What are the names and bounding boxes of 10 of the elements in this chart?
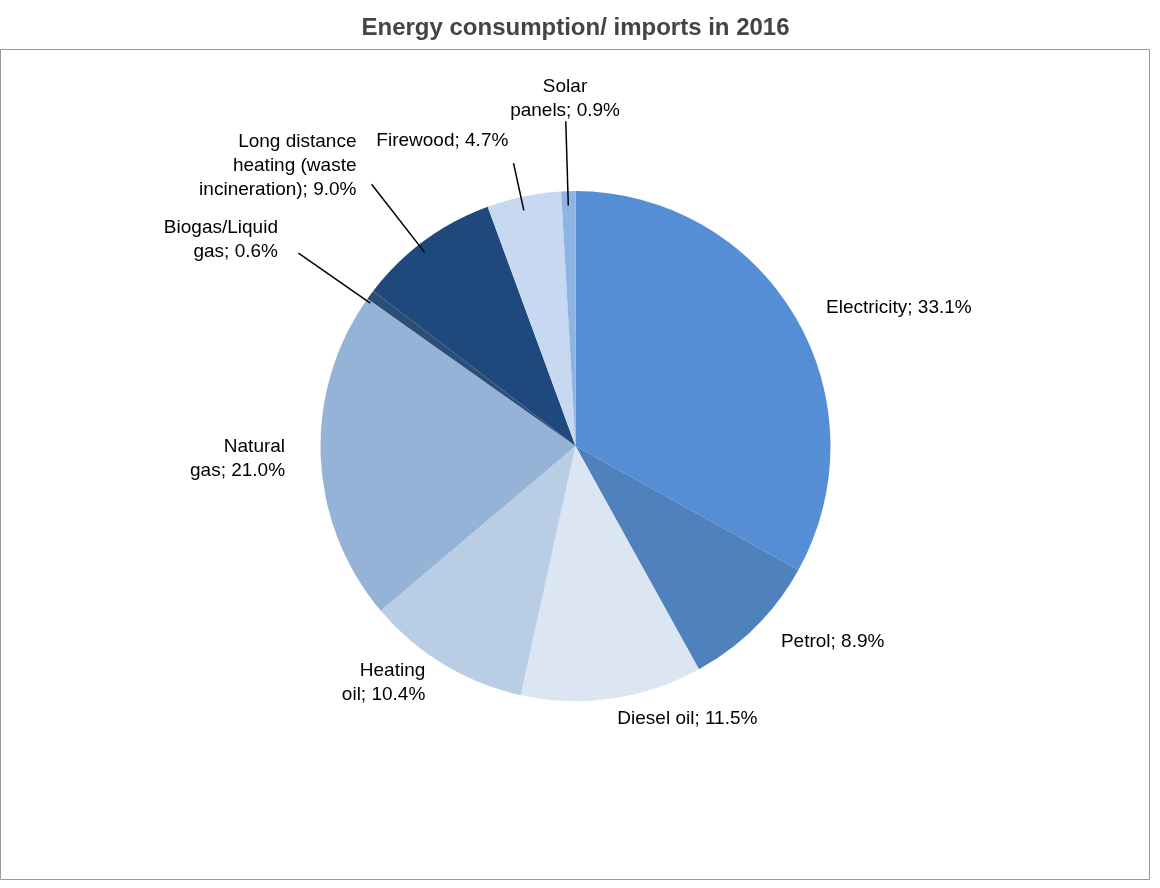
slice-label: Solar panels; 0.9% [510, 74, 621, 120]
slice-label: Petrol; 8.9% [780, 629, 885, 651]
slice-label: Biogas/Liquid gas; 0.6% [163, 216, 279, 262]
slice-label: Diesel oil; 11.5% [617, 707, 758, 729]
slice-label: Natural gas; 21.0% [190, 435, 286, 481]
slice-label: Heating oil; 10.4% [341, 658, 426, 704]
slice-label: Long distance heating (waste incineration); 9.0% [199, 130, 357, 200]
slice-label: Electricity; 33.1% [826, 296, 972, 318]
slice-label: Firewood; 4.7% [376, 129, 509, 151]
chart-title: Energy consumption/ imports in 2016 [361, 12, 790, 40]
